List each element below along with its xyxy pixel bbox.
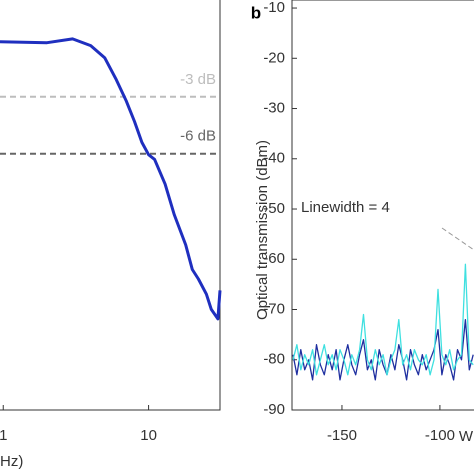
x-tick-label: 10 <box>140 427 157 444</box>
axis-frame <box>0 0 221 411</box>
y-tick-label: -50 <box>263 200 285 217</box>
x-axis-label: W <box>459 428 474 445</box>
y-tick-label: -70 <box>263 300 285 317</box>
data-line <box>292 263 474 376</box>
panel-label: b <box>251 3 261 22</box>
y-tick-label: -80 <box>263 351 285 368</box>
data-line <box>0 37 222 321</box>
reference-label: -6 dB <box>180 128 216 145</box>
annotation: Linewidth = 4 <box>301 199 390 216</box>
x-tick-label: 1 <box>0 427 7 444</box>
x-tick-label: -100 <box>425 427 455 444</box>
y-tick-label: -10 <box>263 0 285 16</box>
y-tick-label: -90 <box>263 401 285 418</box>
y-tick-label: -20 <box>263 49 285 66</box>
reference-label: -3 dB <box>180 71 216 88</box>
x-tick-label: -150 <box>327 427 357 444</box>
y-tick-label: -60 <box>263 250 285 267</box>
data-line <box>292 318 474 381</box>
axis-frame <box>291 0 474 411</box>
annotation-pointer <box>441 227 474 251</box>
x-axis-label: Hz) <box>0 453 23 470</box>
y-axis-label: Optical transmission (dBm) <box>254 140 271 320</box>
y-tick-label: -30 <box>263 99 285 116</box>
y-tick-label: -40 <box>263 150 285 167</box>
